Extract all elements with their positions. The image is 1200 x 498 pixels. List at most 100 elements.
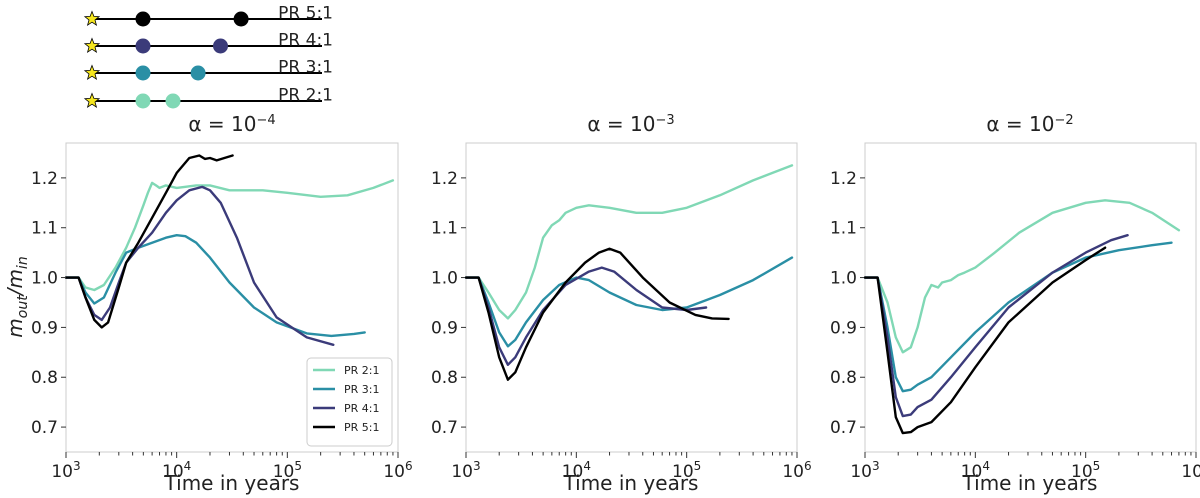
panel-alpha-1e-2: α = 10−2 Time in years 0.7 0.8 0.9 1.0 1.1 1.… [830, 112, 1200, 495]
outer-planet [190, 65, 206, 81]
x-tick-label: 103 [451, 459, 480, 482]
x-tick-exponent: 3 [73, 459, 81, 473]
title-prefix: α = 10 [986, 112, 1054, 136]
outer-planet [165, 93, 181, 109]
schematic-label: PR 5:1 [278, 4, 333, 24]
x-tick-base: 10 [162, 462, 184, 482]
x-tick-label: 103 [850, 459, 879, 482]
inner-planet [135, 11, 151, 27]
plot-frame [864, 142, 1197, 453]
x-tick-label: 104 [562, 459, 591, 482]
y-tick-label: 0.7 [830, 418, 857, 438]
x-tick-label: 105 [1071, 459, 1100, 482]
series-line-pr-2-1 [64, 179, 395, 292]
y-axis-title: mout/min [3, 256, 31, 337]
star-icon [83, 37, 101, 54]
title-exponent: −4 [256, 113, 275, 128]
series-line-pr-3-1 [863, 241, 1173, 393]
x-tick-base: 10 [451, 462, 473, 482]
series-line-pr-3-1 [64, 234, 366, 338]
x-tick-base: 10 [1071, 462, 1093, 482]
series-line-pr-5-1 [464, 247, 730, 381]
x-tick-exponent: 6 [405, 459, 413, 473]
x-tick-base: 10 [383, 462, 405, 482]
inner-planet [135, 65, 151, 81]
x-tick-label: 103 [51, 459, 80, 482]
series-line-pr-3-1 [464, 256, 794, 348]
y-axis-title-text: mout/min [3, 256, 31, 337]
inner-planet [135, 93, 151, 109]
y-tick-label: 1.0 [31, 269, 58, 289]
schematic-row-pr-4-1: PR 4:1 [83, 31, 333, 54]
series-line-pr-5-1 [64, 154, 234, 329]
y-tick-label: 1.1 [31, 219, 58, 239]
x-tick-label: 106 [383, 459, 412, 482]
star-icon [83, 10, 101, 27]
plot-frame [65, 142, 399, 453]
schematic-row-pr-2-1: PR 2:1 [83, 86, 333, 109]
y-tick-label: 1.2 [31, 169, 58, 189]
schematic-row-pr-3-1: PR 3:1 [83, 58, 333, 81]
ylabel-sub-in: in [15, 256, 31, 269]
series-line-pr-4-1 [863, 234, 1129, 418]
outer-planet [213, 38, 228, 54]
x-tick-exponent: 3 [473, 459, 481, 473]
x-axis-title: Time in years [563, 471, 699, 495]
outer-planet [233, 11, 249, 27]
x-tick-exponent: 3 [872, 459, 880, 473]
panel-title: α = 10−4 [188, 112, 275, 136]
x-tick-base: 10 [850, 462, 872, 482]
y-tick-label: 1.0 [431, 269, 458, 289]
schematic-row-pr-5-1: PR 5:1 [83, 4, 333, 27]
x-tick-base: 10 [961, 462, 983, 482]
x-tick-label: 106 [782, 459, 811, 482]
y-tick-label: 0.9 [830, 318, 857, 338]
legend-box [306, 357, 393, 447]
panel-title: α = 10−2 [986, 112, 1073, 136]
x-tick-exponent: 4 [583, 459, 591, 473]
y-tick-label: 1.2 [830, 169, 857, 189]
period-ratio-schematic: PR 5:1 PR 4:1 PR 3:1 PR 2:1 [83, 4, 333, 109]
ylabel-sub-out: out [15, 295, 31, 318]
x-axis-title: Time in years [164, 471, 300, 495]
title-prefix: α = 10 [587, 112, 655, 136]
legend-entry-pr-4-1: PR 4:1 [313, 402, 379, 415]
x-tick-exponent: 5 [694, 459, 702, 473]
x-tick-base: 10 [672, 462, 694, 482]
y-tick-label: 0.7 [31, 418, 58, 438]
series-line-pr-4-1 [64, 185, 335, 346]
x-tick-label: 104 [961, 459, 990, 482]
x-tick-base: 10 [782, 462, 804, 482]
x-tick-base: 10 [562, 462, 584, 482]
series-line-pr-2-1 [464, 164, 794, 320]
panel-alpha-1e-3: α = 10−3 Time in years 0.7 0.8 0.9 1.0 1.1 1.… [431, 112, 812, 495]
legend-entry-pr-2-1: PR 2:1 [313, 364, 379, 377]
y-tick-label: 1.0 [830, 269, 857, 289]
y-tick-label: 0.8 [830, 368, 857, 388]
x-tick-exponent: 4 [982, 459, 990, 473]
title-exponent: −3 [655, 113, 674, 128]
x-tick-label: 105 [273, 459, 302, 482]
ylabel-main: m [3, 318, 27, 337]
series-line-pr-5-1 [863, 246, 1107, 435]
legend: PR 2:1 PR 3:1 PR 4:1 PR 5:1 [306, 357, 393, 447]
schematic-label: PR 4:1 [278, 31, 333, 51]
schematic-label: PR 3:1 [278, 58, 333, 78]
x-tick-base: 10 [51, 462, 73, 482]
legend-label: PR 2:1 [344, 364, 379, 377]
x-axis-title: Time in years [962, 471, 1098, 495]
inner-planet [135, 38, 151, 54]
legend-label: PR 3:1 [344, 383, 379, 396]
x-tick-label: 104 [162, 459, 191, 482]
x-tick-exponent: 6 [804, 459, 812, 473]
x-tick-label: 106 [1181, 459, 1200, 482]
y-tick-label: 0.9 [31, 318, 58, 338]
legend-label: PR 5:1 [344, 421, 379, 434]
y-tick-label: 0.7 [431, 418, 458, 438]
panel-alpha-1e-4: α = 10−4 mout/min Time in years PR 2:1 P… [3, 112, 413, 495]
star-icon [83, 92, 101, 109]
star-icon [83, 64, 101, 81]
y-tick-label: 0.9 [431, 318, 458, 338]
title-exponent: −2 [1054, 113, 1073, 128]
